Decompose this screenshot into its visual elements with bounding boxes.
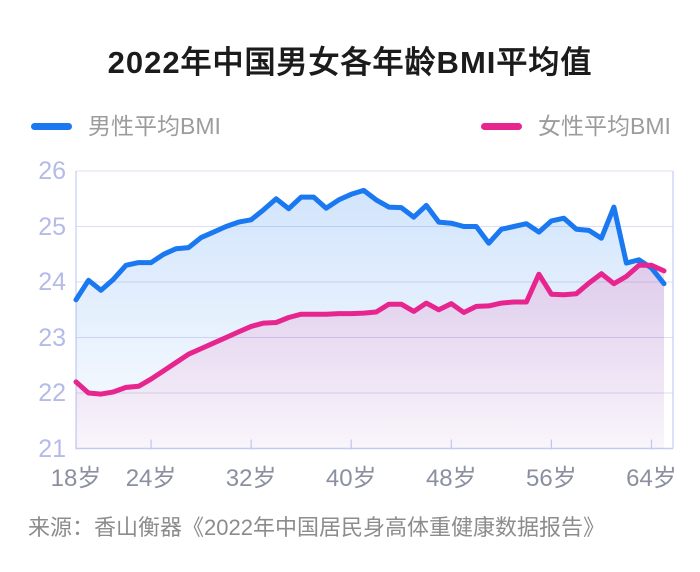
x-tick-label: 18岁 bbox=[50, 465, 102, 492]
y-tick-label: 23 bbox=[38, 323, 66, 352]
y-tick-label: 26 bbox=[38, 157, 66, 185]
female-area bbox=[76, 265, 664, 449]
legend-label-female: 女性平均BMI bbox=[538, 113, 671, 139]
x-tick-label: 40岁 bbox=[325, 465, 377, 492]
y-tick-label: 25 bbox=[38, 212, 66, 241]
page-title: 2022年中国男女各年龄BMI平均值 bbox=[107, 45, 593, 80]
y-tick-label: 24 bbox=[38, 268, 66, 296]
y-tick-label: 21 bbox=[38, 434, 66, 463]
x-tick-label: 64岁 bbox=[626, 465, 677, 492]
male-line-swatch-icon bbox=[31, 122, 72, 130]
source-credit: 来源：香山衡器《2022年中国居民身高体重健康数据报告》 bbox=[28, 515, 605, 540]
male-line bbox=[73, 187, 667, 303]
y-tick-label: 22 bbox=[38, 379, 66, 407]
x-tick-label: 24岁 bbox=[125, 465, 177, 492]
legend-item-male: 男性平均BMI bbox=[31, 112, 221, 140]
legend-item-female: 女性平均BMI bbox=[481, 112, 671, 140]
female-line-swatch-icon bbox=[481, 122, 522, 130]
female-line bbox=[73, 262, 667, 397]
x-tick-label: 32岁 bbox=[225, 465, 277, 492]
x-tick-label: 56岁 bbox=[526, 465, 577, 492]
legend-label-male: 男性平均BMI bbox=[88, 113, 221, 139]
x-tick-label: 48岁 bbox=[425, 465, 477, 492]
